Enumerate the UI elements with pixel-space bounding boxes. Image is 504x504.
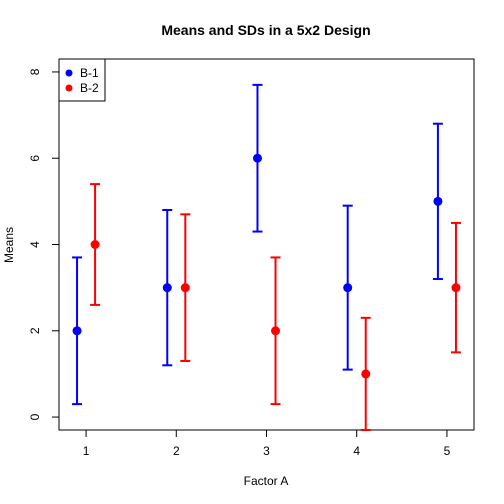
legend: B-1 B-2 [58,58,106,102]
mean-point [271,326,281,336]
x-tick-label: 4 [353,444,360,458]
y-tick-label: 0 [28,413,42,420]
series-1 [72,83,443,406]
chart-title: Means and SDs in a 5x2 Design [161,22,370,38]
mean-point [433,196,443,206]
y-axis: 0 2 4 6 8 [28,68,60,420]
mean-point [180,283,190,293]
mean-point [72,326,82,336]
mean-point [162,283,172,293]
data-marks [72,83,461,431]
legend-marker-b2 [65,84,73,92]
x-tick-label: 1 [83,444,90,458]
x-axis-label: Factor A [244,474,289,488]
legend-label-b1: B-1 [80,66,99,80]
mean-point [343,283,353,293]
plot-frame [58,58,475,431]
x-tick-label: 5 [444,444,451,458]
mean-point [90,240,100,249]
x-tick-label: 2 [173,444,180,458]
legend-label-b2: B-2 [80,81,99,95]
legend-marker-b1 [65,69,73,77]
y-axis-label: Means [2,227,16,263]
y-tick-label: 6 [28,155,42,162]
mean-point [252,153,262,163]
legend-box [58,58,106,102]
mean-point [451,283,461,293]
series-2 [90,183,461,431]
x-tick-label: 3 [263,444,270,458]
mean-point [361,369,371,379]
y-tick-label: 8 [28,68,42,75]
y-tick-label: 4 [28,241,42,248]
y-tick-label: 2 [28,327,42,334]
x-axis: 1 2 3 4 5 [83,429,451,458]
